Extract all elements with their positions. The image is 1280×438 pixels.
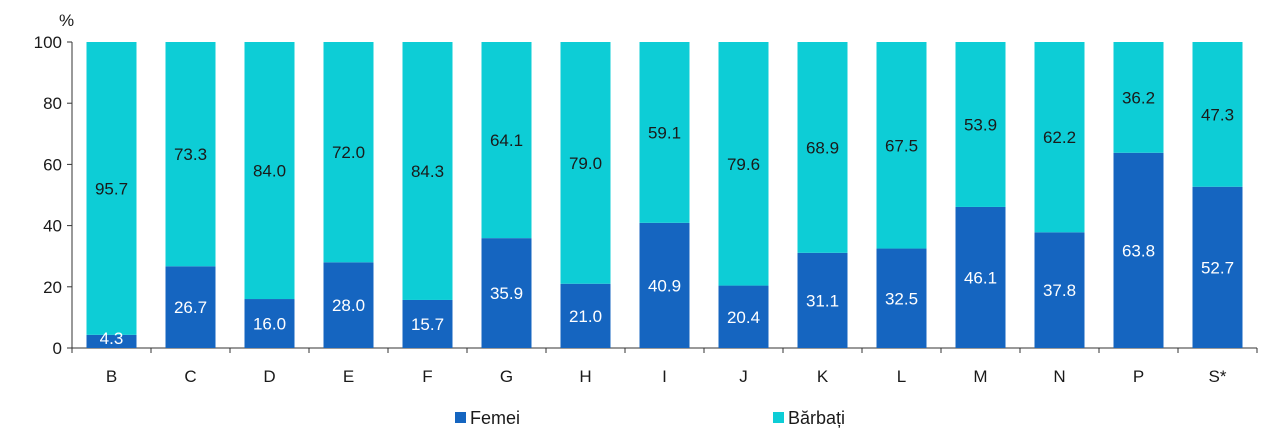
value-label-femei: 21.0 <box>569 307 602 326</box>
bar-femei <box>639 222 690 348</box>
value-label-femei: 37.8 <box>1043 281 1076 300</box>
value-label-barbati: 47.3 <box>1201 105 1234 124</box>
bar-femei <box>165 266 216 348</box>
value-label-femei: 16.0 <box>253 315 286 334</box>
value-label-femei: 63.8 <box>1122 241 1155 260</box>
x-tick-label: C <box>184 367 196 386</box>
legend-label-femei: Femei <box>470 408 520 428</box>
legend: Femei Bărbați <box>455 408 845 428</box>
x-tick-label: D <box>263 367 275 386</box>
bar-barbati <box>797 42 848 253</box>
bar-barbati <box>718 42 769 286</box>
y-tick-label: 20 <box>43 278 62 297</box>
bar-barbati <box>955 42 1006 207</box>
y-tick-label: 100 <box>34 33 62 52</box>
x-tick-label: J <box>739 367 748 386</box>
value-label-femei: 46.1 <box>964 268 997 287</box>
bar-barbati <box>323 42 374 263</box>
bar-barbati <box>86 42 137 335</box>
value-label-barbati: 72.0 <box>332 143 365 162</box>
x-tick-labels: B C D E F G H I J K L M N P S* <box>106 367 1227 386</box>
bar-femei <box>86 334 137 348</box>
legend-label-barbati: Bărbați <box>788 408 845 428</box>
value-label-barbati: 67.5 <box>885 136 918 155</box>
value-label-femei: 31.1 <box>806 291 839 310</box>
value-label-femei: 52.7 <box>1201 258 1234 277</box>
x-tick-label: G <box>500 367 513 386</box>
value-label-barbati: 95.7 <box>95 179 128 198</box>
value-label-barbati: 84.3 <box>411 162 444 181</box>
value-label-barbati: 59.1 <box>648 123 681 142</box>
value-label-barbati: 73.3 <box>174 145 207 164</box>
x-tick-label: B <box>106 367 117 386</box>
bar-femei <box>718 285 769 348</box>
value-label-barbati: 84.0 <box>253 162 286 181</box>
bar-barbati <box>481 42 532 239</box>
bar-femei <box>955 206 1006 348</box>
bar-barbati <box>1113 42 1164 153</box>
y-axis-unit-label: % <box>59 11 74 30</box>
y-tick-label: 60 <box>43 155 62 174</box>
bar-barbati <box>244 42 295 300</box>
bar-barbati <box>1192 42 1243 187</box>
value-label-femei: 26.7 <box>174 298 207 317</box>
value-label-barbati: 79.0 <box>569 154 602 173</box>
bar-femei <box>244 299 295 348</box>
bar-barbati <box>639 42 690 223</box>
value-label-femei: 4.3 <box>100 329 124 348</box>
value-label-femei: 28.0 <box>332 296 365 315</box>
bar-barbati <box>876 42 927 249</box>
y-tick-label: 0 <box>53 339 62 358</box>
value-label-barbati: 36.2 <box>1122 88 1155 107</box>
x-tick-label: E <box>343 367 354 386</box>
bar-femei <box>1192 186 1243 348</box>
legend-swatch-femei <box>455 412 466 423</box>
value-label-femei: 35.9 <box>490 284 523 303</box>
value-label-femei: 32.5 <box>885 289 918 308</box>
value-label-barbati: 79.6 <box>727 155 760 174</box>
value-label-femei: 15.7 <box>411 315 444 334</box>
x-tick-label: S* <box>1209 367 1227 386</box>
bar-barbati <box>165 42 216 267</box>
y-tick-labels: 0 20 40 60 80 100 <box>34 33 62 358</box>
x-tick-label: P <box>1133 367 1144 386</box>
bar-femei <box>323 262 374 348</box>
x-tick-label: L <box>897 367 906 386</box>
bar-barbati <box>560 42 611 284</box>
x-tick-label: H <box>579 367 591 386</box>
x-tick-label: N <box>1053 367 1065 386</box>
bar-barbati <box>402 42 453 300</box>
bar-femei <box>1034 232 1085 348</box>
legend-swatch-barbati <box>773 412 784 423</box>
bar-femei <box>560 283 611 348</box>
x-tick-label: I <box>662 367 667 386</box>
value-label-barbati: 68.9 <box>806 138 839 157</box>
y-tick-label: 40 <box>43 217 62 236</box>
value-label-femei: 20.4 <box>727 308 760 327</box>
bar-barbati <box>1034 42 1085 233</box>
x-tick-label: F <box>422 367 432 386</box>
bars <box>86 42 1243 348</box>
bar-femei <box>402 299 453 348</box>
x-tick-label: K <box>817 367 829 386</box>
bar-femei <box>1113 152 1164 348</box>
value-labels: 4.3 95.7 26.7 73.3 16.0 84.0 28.0 72.0 15.7 84.3 3… <box>95 88 1234 348</box>
y-tick-label: 80 <box>43 94 62 113</box>
bar-femei <box>797 252 848 348</box>
value-label-femei: 40.9 <box>648 276 681 295</box>
x-tick-label: M <box>973 367 987 386</box>
value-label-barbati: 64.1 <box>490 131 523 150</box>
bar-femei <box>876 248 927 348</box>
value-label-barbati: 62.2 <box>1043 128 1076 147</box>
bar-femei <box>481 238 532 348</box>
value-label-barbati: 53.9 <box>964 115 997 134</box>
